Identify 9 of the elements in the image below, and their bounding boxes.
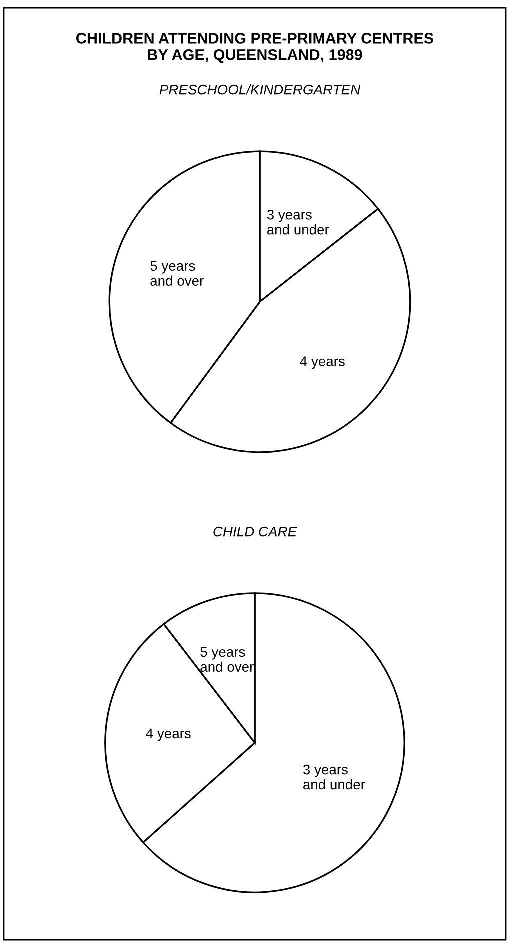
slice-label: 5 years and over [200, 647, 254, 672]
slice-label: 4 years [146, 728, 191, 742]
slice-label: 4 years [300, 356, 345, 370]
chart-subtitle: CHILD CARE [214, 526, 298, 537]
slice-label: 5 years and over [150, 261, 204, 286]
slice-label: 3 years and under [267, 210, 330, 235]
slice-label: 3 years and under [303, 764, 366, 790]
chart-title: CHILDREN ATTENDING PRE-PRIMARY CENTRES BY AGE, QUEENSLAND, 1989 [76, 33, 434, 64]
chart-subtitle: PRESCHOOL/KINDERGARTEN [160, 84, 361, 95]
